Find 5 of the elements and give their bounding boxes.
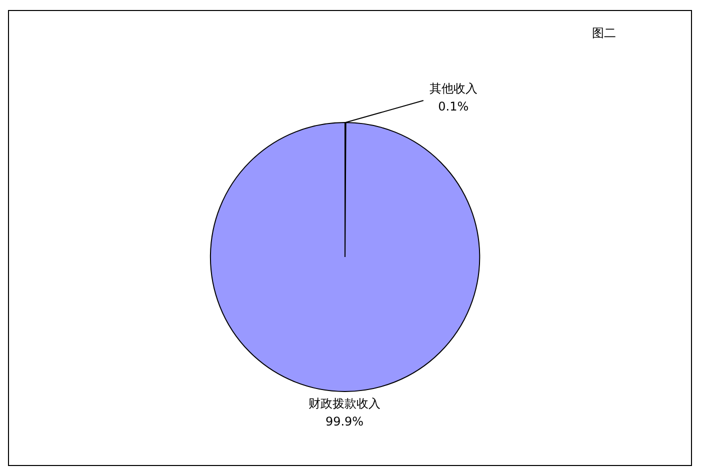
data-label: 0.1%: [438, 100, 469, 114]
text: 图二: [592, 26, 616, 40]
slice-label: 其他收入: [429, 82, 478, 96]
slice-label: 财政拨款收入: [308, 396, 381, 410]
data-label: 99.9%: [325, 414, 364, 428]
